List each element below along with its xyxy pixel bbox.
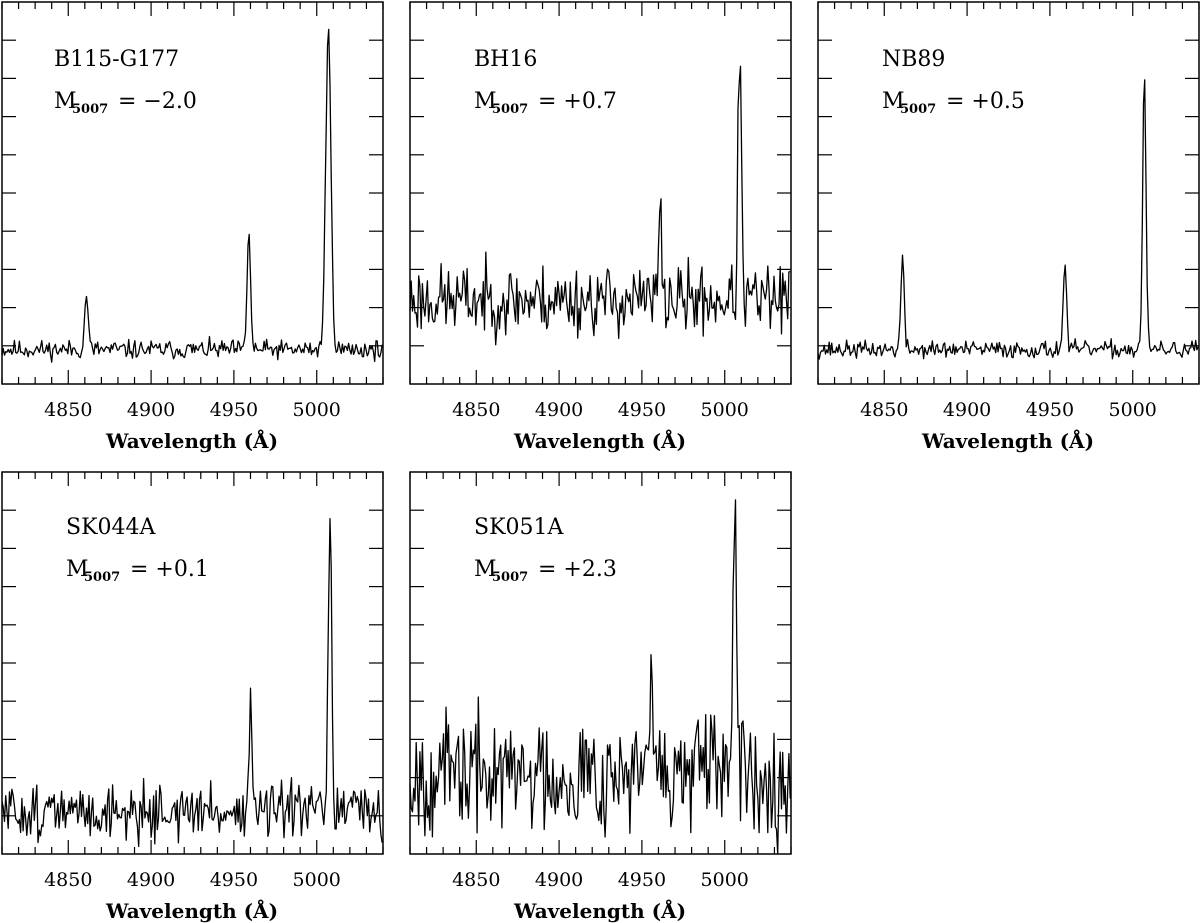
- magnitude-value: = −2.0: [118, 89, 197, 114]
- x-axis-title: Wavelength (Å): [513, 429, 686, 453]
- magnitude-subscript: 5007: [72, 102, 108, 117]
- x-tick-label: 5000: [293, 869, 341, 891]
- panel-sk044a: SK044A M 5007 = +0.1 Wavelength (Å) 4850…: [1, 471, 384, 923]
- x-tick-label: 4950: [618, 399, 666, 421]
- panel-sk051a: SK051A M 5007 = +2.3 Wavelength (Å) 4850…: [409, 471, 792, 923]
- x-tick-label: 4900: [943, 399, 991, 421]
- magnitude-subscript: 5007: [84, 570, 120, 585]
- panel-title: SK051A: [474, 515, 564, 540]
- x-tick-label: 4950: [618, 869, 666, 891]
- x-tick-label: 5000: [293, 399, 341, 421]
- magnitude-value: = +0.7: [538, 89, 617, 114]
- panel-title: SK044A: [66, 515, 156, 540]
- panel-nb89: NB89 M 5007 = +0.5 Wavelength (Å) 4850 49…: [817, 1, 1200, 453]
- magnitude-label: M 5007 = +2.3: [474, 557, 617, 585]
- x-tick-label: 4900: [127, 399, 175, 421]
- spectrum-line: [1, 517, 383, 848]
- x-tick-label: 5000: [701, 399, 749, 421]
- spectrum-line: [409, 65, 791, 346]
- x-tick-label: 4850: [452, 399, 500, 421]
- magnitude-symbol: M: [66, 557, 89, 582]
- plot-frame: [817, 1, 1200, 385]
- x-axis-title: Wavelength (Å): [921, 429, 1094, 453]
- x-tick-label: 4900: [535, 399, 583, 421]
- magnitude-symbol: M: [474, 557, 497, 582]
- spectrum-line: [817, 79, 1199, 360]
- panel-title: BH16: [474, 47, 537, 72]
- magnitude-subscript: 5007: [492, 102, 528, 117]
- x-axis-title: Wavelength (Å): [513, 899, 686, 923]
- x-tick-label: 4850: [44, 869, 92, 891]
- magnitude-symbol: M: [882, 89, 905, 114]
- plot-frame: [409, 1, 792, 385]
- magnitude-label: M 5007 = +0.1: [66, 557, 209, 585]
- x-tick-label: 5000: [701, 869, 749, 891]
- panel-title: NB89: [882, 47, 945, 72]
- x-axis-title: Wavelength (Å): [105, 429, 278, 453]
- magnitude-value: = +0.1: [130, 557, 209, 582]
- x-tick-label: 4900: [127, 869, 175, 891]
- magnitude-symbol: M: [474, 89, 497, 114]
- magnitude-symbol: M: [54, 89, 77, 114]
- magnitude-value: = +0.5: [946, 89, 1025, 114]
- x-tick-label: 5000: [1109, 399, 1157, 421]
- panel-title: B115-G177: [54, 47, 179, 72]
- x-tick-label: 4900: [535, 869, 583, 891]
- magnitude-label: M 5007 = −2.0: [54, 89, 197, 117]
- x-tick-label: 4850: [44, 399, 92, 421]
- x-axis-title: Wavelength (Å): [105, 899, 278, 923]
- magnitude-subscript: 5007: [900, 102, 936, 117]
- x-tick-label: 4950: [210, 869, 258, 891]
- magnitude-subscript: 5007: [492, 570, 528, 585]
- spectrum-line: [409, 499, 791, 855]
- x-tick-label: 4850: [860, 399, 908, 421]
- panel-b115-g177: B115-G177 M 5007 = −2.0 Wavelength (Å) 4…: [1, 1, 384, 453]
- magnitude-value: = +2.3: [538, 557, 617, 582]
- x-tick-label: 4850: [452, 869, 500, 891]
- x-tick-label: 4950: [210, 399, 258, 421]
- x-tick-label: 4950: [1026, 399, 1074, 421]
- spectrum-line: [1, 28, 383, 363]
- magnitude-label: M 5007 = +0.7: [474, 89, 617, 117]
- panel-bh16: BH16 M 5007 = +0.7 Wavelength (Å) 4850 49…: [409, 1, 792, 453]
- magnitude-label: M 5007 = +0.5: [882, 89, 1025, 117]
